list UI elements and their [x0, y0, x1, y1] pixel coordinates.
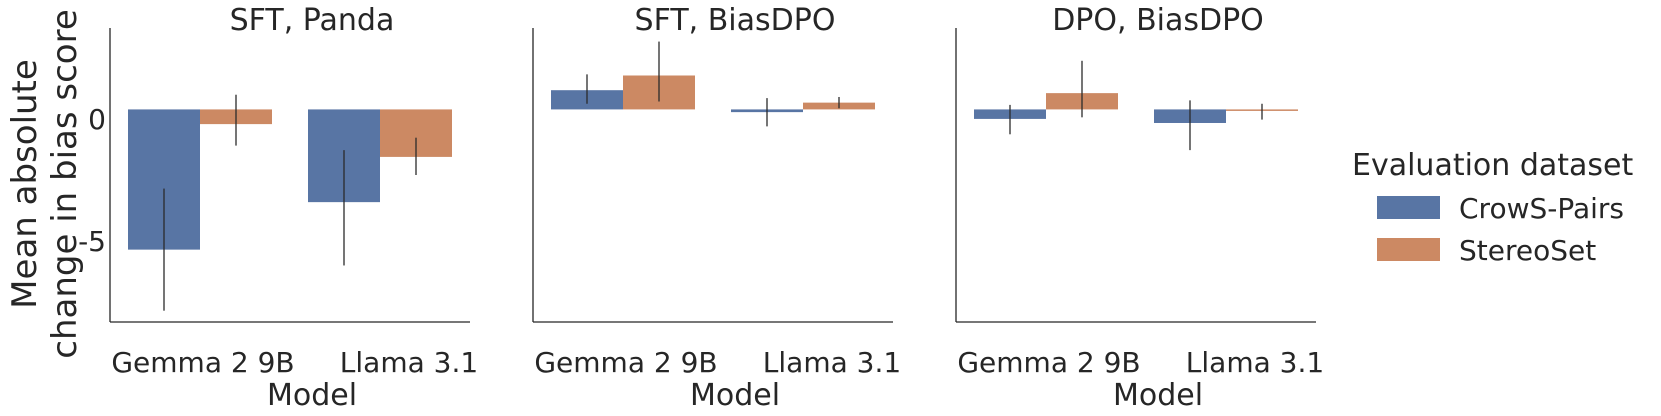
y-axis-label-line-1: Mean absolute [5, 59, 45, 309]
legend-label-stereoset: StereoSet [1459, 234, 1596, 267]
panel-3-x-tick-gemma: Gemma 2 9B [957, 346, 1140, 379]
y-tick-label-minus-5: -5 [78, 225, 106, 258]
panel-1-x-tick-llama: Llama 3.1 [340, 346, 478, 379]
panel-3-x-axis-label: Model [1113, 378, 1203, 411]
y-axis-label-line-2: change in bias score [45, 9, 85, 358]
panel-3-title: DPO, BiasDPO [1052, 3, 1264, 38]
panel-2-x-axis-label: Model [690, 378, 780, 411]
panel-1-x-axis-label: Model [267, 378, 357, 411]
panel-1-title: SFT, Panda [230, 3, 395, 38]
legend-label-crows-pairs: CrowS-Pairs [1459, 192, 1624, 225]
panel-2-x-tick-gemma: Gemma 2 9B [534, 346, 717, 379]
panel-2-x-tick-llama: Llama 3.1 [763, 346, 901, 379]
panel-3-x-tick-llama: Llama 3.1 [1186, 346, 1324, 379]
panel-2-title: SFT, BiasDPO [635, 3, 836, 38]
y-tick-label-0: 0 [88, 103, 106, 136]
panel-1-x-tick-gemma: Gemma 2 9B [111, 346, 294, 379]
legend-title: Evaluation dataset [1352, 148, 1633, 183]
legend-swatch-stereoset [1377, 238, 1440, 261]
legend: Evaluation dataset CrowS-Pairs StereoSet [1352, 148, 1633, 267]
legend-swatch-crows-pairs [1377, 196, 1440, 219]
